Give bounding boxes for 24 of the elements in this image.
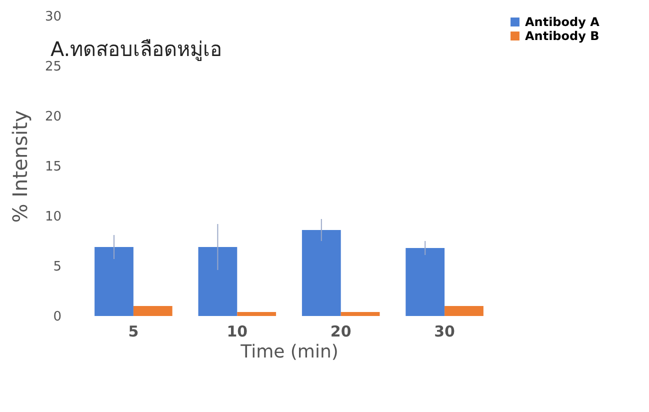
- y-axis-title: % Intensity: [8, 110, 32, 223]
- y-tick-label: 10: [44, 210, 62, 224]
- x-axis-title: Time (min): [240, 342, 338, 362]
- x-tick-label: 10: [226, 322, 248, 340]
- y-tick-label: 15: [44, 160, 62, 174]
- bar: [94, 247, 134, 316]
- x-tick-label: 20: [330, 322, 352, 340]
- y-tick-label: 30: [44, 10, 62, 24]
- bar: [444, 306, 484, 316]
- bar: [198, 247, 238, 316]
- y-tick-label: 25: [44, 60, 62, 74]
- x-tick-label: 30: [434, 322, 455, 340]
- bar: [237, 312, 276, 316]
- y-tick-label: 5: [53, 260, 62, 274]
- y-tick-label: 0: [53, 310, 62, 324]
- bar: [302, 230, 341, 316]
- text: A.ทดสอบเลือดหมู่เอ: [50, 37, 222, 62]
- legend-label: Antibody B: [525, 29, 600, 43]
- legend-label: Antibody A: [525, 15, 600, 29]
- y-tick-label: 20: [44, 110, 62, 124]
- bar: [406, 248, 445, 316]
- bar: [133, 306, 172, 316]
- x-tick-label: 5: [128, 322, 139, 340]
- bar: [340, 312, 380, 316]
